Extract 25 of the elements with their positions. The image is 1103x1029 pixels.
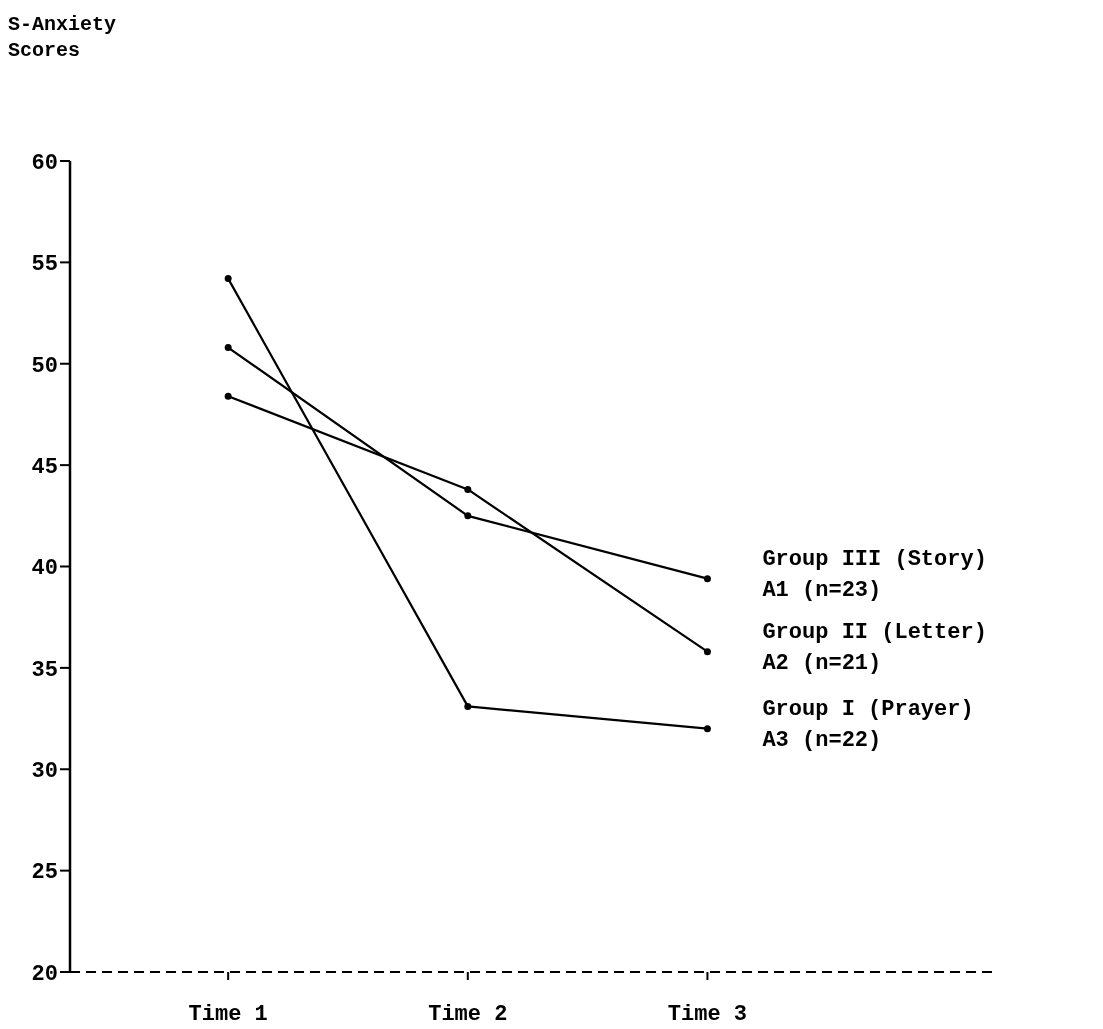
y-tick-label: 40 (31, 556, 58, 582)
point (464, 485, 472, 493)
y-tick-label: 35 (31, 657, 58, 683)
text: Group II (Letter) A2 (n=21) (762, 619, 987, 676)
x-tick-label: Time 3 (667, 1001, 748, 1027)
x-tick-label: Time 1 (188, 1001, 268, 1027)
point (703, 648, 711, 656)
point (224, 392, 232, 400)
point (703, 725, 711, 733)
y-tick-label: 45 (31, 454, 58, 480)
point (224, 344, 232, 352)
text: Group I (Prayer) A3 (n=22) (762, 696, 974, 753)
point (703, 575, 711, 583)
point (224, 275, 232, 283)
y-tick-label: 50 (31, 353, 58, 379)
y-tick-label: 30 (31, 759, 58, 785)
point (464, 702, 472, 710)
text: Group III (Story) A1 (n=23) (762, 546, 987, 603)
y-tick-label: 25 (31, 860, 58, 886)
y-tick-label: 55 (31, 252, 58, 278)
point (464, 512, 472, 520)
y-axis-title: S-Anxiety Scores (8, 13, 117, 62)
x-tick-label: Time 2 (428, 1001, 508, 1027)
y-tick-label: 60 (31, 150, 58, 176)
y-tick-label: 20 (31, 961, 58, 987)
